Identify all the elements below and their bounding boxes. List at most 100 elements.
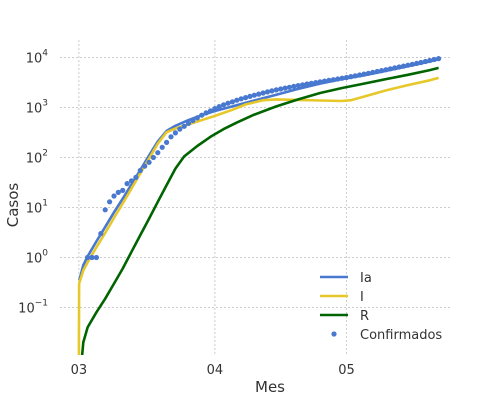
data-point bbox=[326, 77, 332, 83]
data-point bbox=[291, 83, 297, 89]
data-point bbox=[159, 144, 165, 150]
grid bbox=[60, 40, 450, 355]
legend-label-ia: Ia bbox=[360, 271, 372, 286]
data-point bbox=[93, 254, 99, 261]
legend-swatch-confirmados bbox=[331, 331, 337, 337]
data-point bbox=[330, 77, 336, 83]
data-point bbox=[194, 115, 200, 121]
data-point bbox=[115, 189, 121, 195]
data-point bbox=[207, 108, 214, 114]
y-axis-title: Casos bbox=[4, 183, 22, 228]
data-point bbox=[137, 167, 143, 174]
data-point bbox=[142, 163, 148, 169]
data-point bbox=[357, 72, 363, 78]
data-point bbox=[308, 80, 314, 86]
data-point bbox=[260, 90, 266, 96]
data-point bbox=[422, 58, 428, 65]
y-tick-exponent: 2 bbox=[42, 149, 48, 159]
data-point bbox=[150, 154, 156, 161]
data-point bbox=[216, 104, 222, 110]
data-point bbox=[172, 130, 178, 136]
data-point bbox=[225, 100, 231, 106]
series-r-line bbox=[80, 66, 439, 355]
legend-label-confirmados: Confirmados bbox=[360, 328, 442, 343]
data-point bbox=[111, 193, 117, 199]
data-point bbox=[414, 60, 420, 66]
data-point bbox=[168, 134, 174, 140]
data-point bbox=[405, 62, 411, 68]
data-point bbox=[251, 92, 257, 98]
y-tick-exponent: −1 bbox=[35, 299, 48, 309]
data-point bbox=[164, 139, 170, 145]
data-point bbox=[313, 80, 319, 86]
data-point bbox=[370, 69, 376, 75]
data-point bbox=[273, 87, 279, 93]
y-tick-exponent: 0 bbox=[42, 249, 48, 259]
y-tick-label: 102 bbox=[26, 149, 48, 167]
series-i-line bbox=[77, 76, 439, 355]
data-point bbox=[365, 70, 371, 76]
x-tick-label: 03 bbox=[71, 363, 88, 378]
data-point bbox=[295, 83, 301, 89]
plot-area bbox=[77, 56, 442, 355]
data-point bbox=[400, 63, 407, 69]
legend-label-i: I bbox=[360, 290, 364, 305]
x-tick-label: 05 bbox=[338, 363, 355, 378]
x-axis-title: Mes bbox=[255, 378, 285, 396]
data-point bbox=[247, 93, 253, 99]
y-tick-exponent: 1 bbox=[42, 199, 48, 209]
data-point bbox=[243, 95, 249, 101]
data-point bbox=[199, 112, 205, 118]
data-point bbox=[190, 117, 196, 124]
data-point bbox=[431, 56, 437, 63]
data-point bbox=[352, 73, 358, 79]
y-tick-label: 103 bbox=[26, 99, 48, 117]
data-point bbox=[177, 126, 183, 132]
y-tick-label: 10−1 bbox=[18, 299, 48, 317]
data-point bbox=[286, 84, 292, 90]
y-tick-label: 104 bbox=[26, 49, 49, 67]
y-tick-exponent: 4 bbox=[42, 49, 48, 59]
data-point bbox=[361, 71, 367, 77]
data-point bbox=[335, 76, 341, 82]
data-point bbox=[133, 174, 139, 180]
data-point bbox=[120, 187, 126, 193]
data-point bbox=[300, 82, 306, 88]
y-tick-label: 100 bbox=[26, 249, 49, 267]
data-point bbox=[321, 78, 328, 84]
data-point bbox=[107, 199, 113, 205]
y-tick-label: 101 bbox=[26, 199, 48, 217]
data-point bbox=[317, 79, 323, 85]
data-point bbox=[181, 123, 187, 129]
data-point bbox=[304, 81, 310, 87]
data-point bbox=[379, 68, 385, 74]
data-point bbox=[212, 106, 218, 112]
x-tick-label: 04 bbox=[207, 363, 224, 378]
data-point bbox=[238, 96, 244, 102]
data-point bbox=[185, 120, 192, 126]
data-point bbox=[234, 97, 240, 103]
data-point bbox=[102, 207, 108, 213]
legend: Ia IR Confirmados bbox=[320, 271, 442, 343]
data-point bbox=[392, 65, 398, 71]
data-point bbox=[229, 99, 235, 105]
y-tick-exponent: 3 bbox=[42, 99, 48, 109]
data-point bbox=[436, 56, 442, 62]
data-point bbox=[383, 67, 389, 73]
data-point bbox=[343, 74, 350, 81]
data-point bbox=[374, 68, 380, 75]
x-axis: 03 04 05 bbox=[71, 363, 355, 378]
data-point bbox=[128, 178, 135, 184]
data-point bbox=[89, 254, 95, 261]
data-point bbox=[427, 57, 433, 64]
data-point bbox=[396, 64, 402, 70]
data-point bbox=[282, 85, 288, 91]
data-point bbox=[409, 61, 415, 67]
data-point bbox=[256, 91, 262, 97]
data-point bbox=[264, 89, 271, 95]
data-point bbox=[418, 59, 424, 66]
data-point bbox=[348, 74, 354, 80]
data-point bbox=[221, 102, 227, 108]
